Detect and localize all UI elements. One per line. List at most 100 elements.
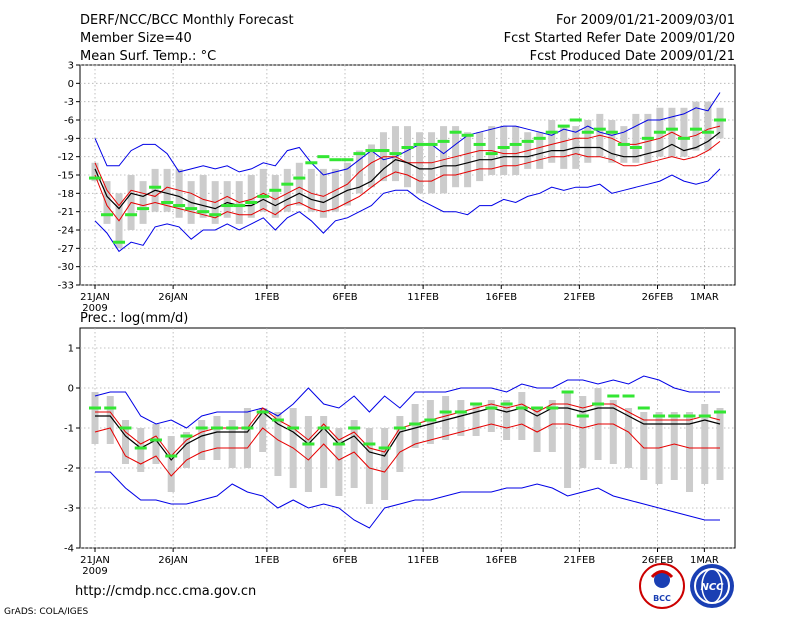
- prec-marker: [287, 426, 300, 430]
- temp-spread-bar: [716, 107, 724, 139]
- temp-marker: [149, 185, 162, 189]
- temp-marker: [701, 130, 714, 134]
- prec-marker: [698, 414, 711, 418]
- temp-marker: [245, 201, 258, 204]
- temp-marker: [401, 146, 414, 149]
- prec-x-tick-year: 2009: [82, 566, 107, 577]
- precipitation-plot-frame: [79, 327, 736, 549]
- temp-y-tick-label: -21: [58, 207, 74, 218]
- precip-label: Prec.: log(mm/d): [80, 311, 188, 326]
- prec-spread-bar: [91, 392, 99, 444]
- prec-spread-bar: [487, 400, 495, 432]
- temp-marker: [281, 182, 294, 186]
- temp-spread-bar: [704, 101, 712, 151]
- temperature-lines: [94, 92, 721, 253]
- temp-y-tick-label: -33: [58, 281, 74, 292]
- temperature-markers: [89, 118, 726, 244]
- temp-x-tick-label: 26JAN: [158, 292, 188, 303]
- temp-spread-bar: [295, 162, 303, 206]
- temp-marker: [545, 130, 558, 134]
- temp-marker: [89, 176, 101, 180]
- temp-marker: [389, 152, 402, 156]
- prec-x-tick-label: 6FEB: [332, 555, 357, 566]
- prec-spread-bar: [564, 392, 572, 488]
- bcc-logo-globe: [654, 572, 670, 588]
- prec-spread-bar: [167, 436, 175, 492]
- prec-marker: [592, 402, 605, 406]
- temp-spread-bar: [476, 132, 484, 182]
- temp-spread-bar: [223, 181, 231, 218]
- prec-marker: [515, 406, 528, 410]
- temp-marker: [629, 146, 642, 149]
- temp-spread-bar: [319, 168, 327, 218]
- source-url[interactable]: http://cmdp.ncc.cma.gov.cn: [75, 584, 256, 599]
- prec-spread-bar: [548, 400, 556, 452]
- prec-x-tick-label: 26FEB: [642, 555, 674, 566]
- prec-spread-bar: [609, 400, 617, 464]
- precipitation-lines: [94, 375, 721, 529]
- temp-y-tick-label: 0: [68, 79, 74, 90]
- prec-spread-bar: [198, 420, 206, 460]
- prec-marker: [104, 406, 117, 410]
- prec-marker: [241, 426, 254, 430]
- temperature-panel: 3 0 -3 -6 -9 -12 -15 -18 -21 -24 -27 -30 -33 21JAN20…: [58, 61, 736, 314]
- temp-y-tick-label: -18: [58, 189, 74, 200]
- temp-y-tick-label: -6: [64, 116, 74, 127]
- ncc-logo: NCC: [690, 564, 734, 608]
- temp-y-tick-label: -27: [58, 244, 74, 255]
- start-date: Fcst Started Refer Date 2009/01/20: [504, 31, 735, 46]
- prec-marker: [470, 402, 483, 406]
- temp-marker: [569, 118, 582, 122]
- prec-marker: [637, 406, 650, 410]
- prec-spread-bar: [259, 408, 267, 452]
- temp-y-tick-label: -9: [64, 134, 74, 145]
- prec-x-tick-label: 16FEB: [485, 555, 517, 566]
- temp-spread-bar: [464, 132, 472, 188]
- prec-p25-line: [94, 423, 720, 477]
- temp-p25-line: [94, 141, 721, 222]
- temp-y-tick-label: -30: [58, 262, 74, 273]
- prec-x-tick-label: 21FEB: [564, 555, 596, 566]
- temp-marker: [449, 130, 462, 134]
- temp-spread-bar: [560, 126, 568, 169]
- prec-spread-bar: [716, 408, 724, 480]
- temp-marker: [353, 152, 366, 156]
- variable-label: Mean Surf. Temp.: °C: [80, 49, 216, 64]
- prec-x-tick-label: 1MAR: [690, 555, 719, 566]
- temp-spread-bar: [307, 168, 315, 212]
- temp-marker: [557, 124, 570, 128]
- prec-marker: [500, 402, 513, 406]
- prec-spread-bar: [213, 416, 221, 460]
- prec-marker: [134, 446, 147, 450]
- precipitation-grid: [80, 328, 735, 549]
- prec-marker: [409, 422, 422, 426]
- temp-spread-bar: [283, 168, 291, 212]
- prec-spread-bar: [350, 420, 358, 488]
- prec-spread-bar: [625, 408, 633, 468]
- temp-y-tick-label: -24: [58, 226, 74, 237]
- prec-marker: [271, 418, 284, 422]
- prec-y-tick-label: -2: [64, 464, 74, 475]
- prec-marker: [576, 414, 589, 418]
- temp-marker: [125, 213, 138, 217]
- temp-spread-bar: [500, 126, 508, 175]
- prec-marker: [607, 394, 620, 398]
- prec-y-tick-label: 1: [68, 344, 74, 355]
- temp-marker: [689, 127, 702, 131]
- prec-spread-bar: [640, 412, 648, 480]
- prec-marker: [546, 406, 559, 410]
- temp-marker: [533, 136, 546, 140]
- temp-spread-bar: [536, 132, 544, 169]
- temp-marker: [317, 155, 330, 159]
- prec-spread-bar: [670, 412, 678, 480]
- prec-spread-bar: [228, 420, 236, 468]
- temp-marker: [437, 139, 450, 143]
- temp-spread-bar: [692, 101, 700, 151]
- temp-marker: [185, 207, 198, 211]
- prec-spread-bar: [472, 404, 480, 436]
- prec-spread-bar: [686, 412, 694, 492]
- prec-marker: [149, 438, 162, 442]
- temp-marker: [509, 142, 522, 146]
- temp-spread-bar: [367, 144, 375, 188]
- prec-marker: [485, 406, 498, 410]
